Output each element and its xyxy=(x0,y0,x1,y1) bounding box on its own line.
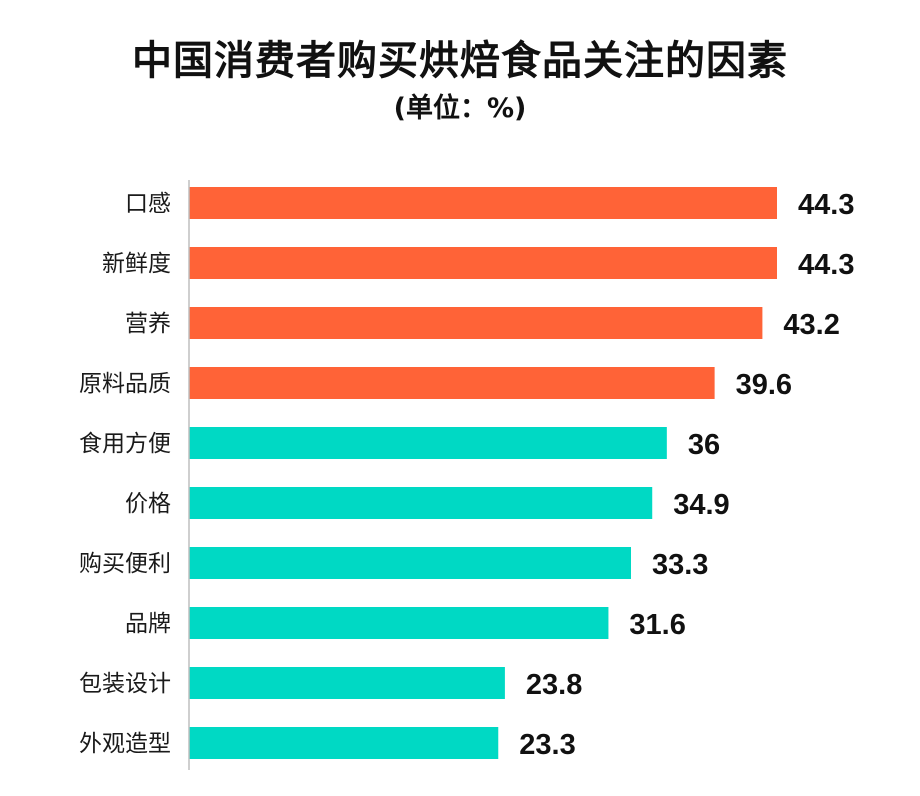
category-label: 包装设计 xyxy=(79,671,171,697)
value-label: 39.6 xyxy=(736,369,792,401)
value-label: 36 xyxy=(688,429,720,461)
value-label: 31.6 xyxy=(629,609,685,641)
value-label: 43.2 xyxy=(783,309,839,341)
bar xyxy=(189,667,505,699)
bar xyxy=(189,607,609,639)
chart-subtitle: (单位：%) xyxy=(393,93,527,124)
value-label: 33.3 xyxy=(652,549,708,581)
category-label: 口感 xyxy=(125,191,171,217)
bar xyxy=(189,427,667,459)
bar xyxy=(189,547,631,579)
category-label: 食用方便 xyxy=(79,431,171,457)
category-label: 品牌 xyxy=(125,611,171,637)
bar xyxy=(189,307,763,339)
value-label: 44.3 xyxy=(798,189,854,221)
category-label: 营养 xyxy=(125,311,171,337)
value-label: 44.3 xyxy=(798,249,854,281)
bar xyxy=(189,247,777,279)
bar xyxy=(189,367,715,399)
category-label: 新鲜度 xyxy=(102,251,171,277)
value-label: 23.8 xyxy=(526,669,582,701)
value-label: 23.3 xyxy=(519,729,575,761)
value-label: 34.9 xyxy=(673,489,729,521)
category-label: 价格 xyxy=(125,491,171,517)
category-label: 外观造型 xyxy=(79,731,171,757)
chart-title: 中国消费者购买烘焙食品关注的因素 xyxy=(132,38,788,84)
bar xyxy=(189,727,499,759)
category-label: 购买便利 xyxy=(79,551,171,577)
bar xyxy=(189,187,777,219)
bar xyxy=(189,487,653,519)
category-label: 原料品质 xyxy=(79,371,171,397)
